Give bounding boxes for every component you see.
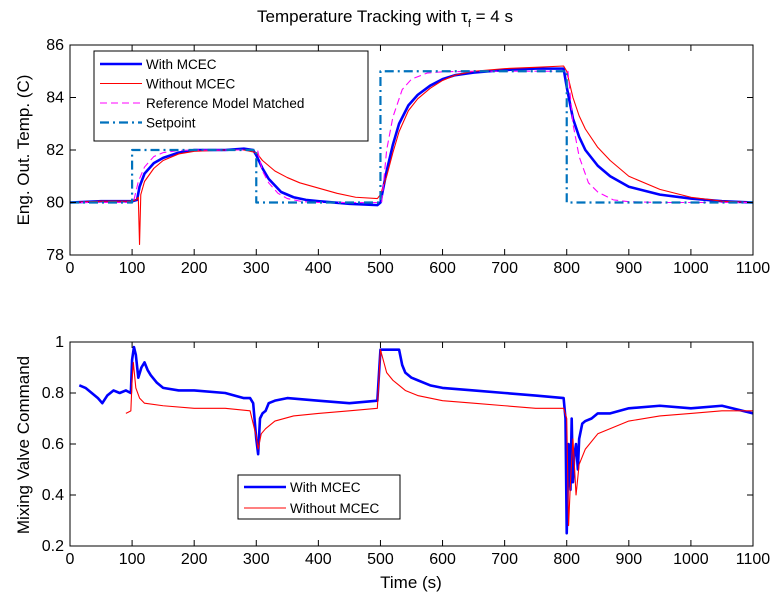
valve-x-tick-label: 0 — [66, 551, 75, 568]
temperature-x-tick-label: 1000 — [673, 260, 709, 277]
valve-x-tick-label: 500 — [367, 551, 394, 568]
figure-title: Temperature Tracking with τf = 4 s — [257, 7, 513, 30]
valve-legend: With MCEC Without MCEC — [237, 474, 401, 520]
temperature-y-tick-label: 78 — [46, 247, 64, 264]
temperature-y-axis-label: Eng. Out. Temp. (C) — [14, 75, 33, 226]
valve-x-tick-label: 300 — [243, 551, 270, 568]
valve-x-tick-label: 600 — [429, 551, 456, 568]
temperature-x-tick-label: 300 — [243, 260, 270, 277]
temperature-x-tick-label: 400 — [305, 260, 332, 277]
temperature-x-tick-label: 1100 — [736, 260, 770, 277]
temperature-x-tick-label: 500 — [367, 260, 394, 277]
valve-x-tick-label: 800 — [553, 551, 580, 568]
valve-y-tick-label: 0.6 — [42, 436, 64, 453]
temperature-x-tick-label: 600 — [429, 260, 456, 277]
valve-x-tick-label: 1000 — [673, 551, 709, 568]
temperature-x-tick-label: 800 — [553, 260, 580, 277]
temperature-legend-label: Reference Model Matched — [146, 96, 304, 111]
temperature-axis-ticks: 0 100 200 300 400 500 600 700 800 900 1000 1100 78 80… — [46, 37, 770, 277]
valve-x-tick-label: 900 — [615, 551, 642, 568]
valve-y-tick-label: 1 — [55, 334, 64, 351]
title-subscript: f — [468, 18, 472, 30]
valve-x-tick-label: 200 — [181, 551, 208, 568]
x-axis-label: Time (s) — [380, 573, 442, 592]
valve-legend-box — [237, 474, 401, 520]
valve-series-line-1 — [78, 345, 753, 535]
valve-series-group — [78, 345, 753, 535]
temperature-legend: With MCEC Without MCEC Reference Model Mat… — [93, 50, 369, 142]
temperature-series-line-4 — [70, 70, 753, 204]
valve-y-tick-label: 0.2 — [42, 538, 64, 555]
valve-x-tick-label: 100 — [119, 551, 146, 568]
temperature-y-tick-label: 80 — [46, 195, 64, 212]
temperature-legend-label: Without MCEC — [146, 77, 236, 92]
temperature-y-tick-label: 82 — [46, 142, 64, 159]
temperature-x-tick-label: 0 — [66, 260, 75, 277]
temperature-series-group — [70, 65, 753, 246]
valve-x-tick-label: 700 — [491, 551, 518, 568]
temperature-series-line-3 — [70, 70, 753, 204]
valve-x-tick-label: 400 — [305, 551, 332, 568]
valve-y-axis-label: Mixing Valve Command — [14, 356, 33, 534]
valve-y-tick-label: 0.4 — [42, 487, 64, 504]
valve-x-tick-label: 1100 — [736, 551, 770, 568]
valve-axis-ticks: 0 100 200 300 400 500 600 700 800 900 1000 1100 0.2 0… — [42, 334, 770, 568]
valve-legend-label: Without MCEC — [290, 501, 380, 516]
title-main: Temperature Tracking with τ — [257, 7, 468, 26]
valve-plot-area — [70, 342, 753, 546]
valve-series-line-2 — [125, 349, 753, 527]
temperature-y-tick-label: 86 — [46, 37, 64, 54]
valve-legend-label: With MCEC — [290, 480, 361, 495]
valve-y-tick-label: 0.8 — [42, 385, 64, 402]
temperature-legend-label: With MCEC — [146, 57, 217, 72]
temperature-x-tick-label: 900 — [615, 260, 642, 277]
temperature-legend-box — [93, 50, 369, 142]
temperature-x-tick-label: 200 — [181, 260, 208, 277]
title-tail: = 4 s — [471, 7, 513, 26]
temperature-legend-label: Setpoint — [146, 116, 196, 131]
temperature-x-tick-label: 100 — [119, 260, 146, 277]
valve-plot: 0 100 200 300 400 500 600 700 800 900 1000 1100 0.2 0… — [14, 334, 770, 592]
temperature-y-tick-label: 84 — [46, 90, 64, 107]
temperature-plot: 0 100 200 300 400 500 600 700 800 900 1000 1100 78 80… — [14, 37, 770, 277]
temperature-x-tick-label: 700 — [491, 260, 518, 277]
